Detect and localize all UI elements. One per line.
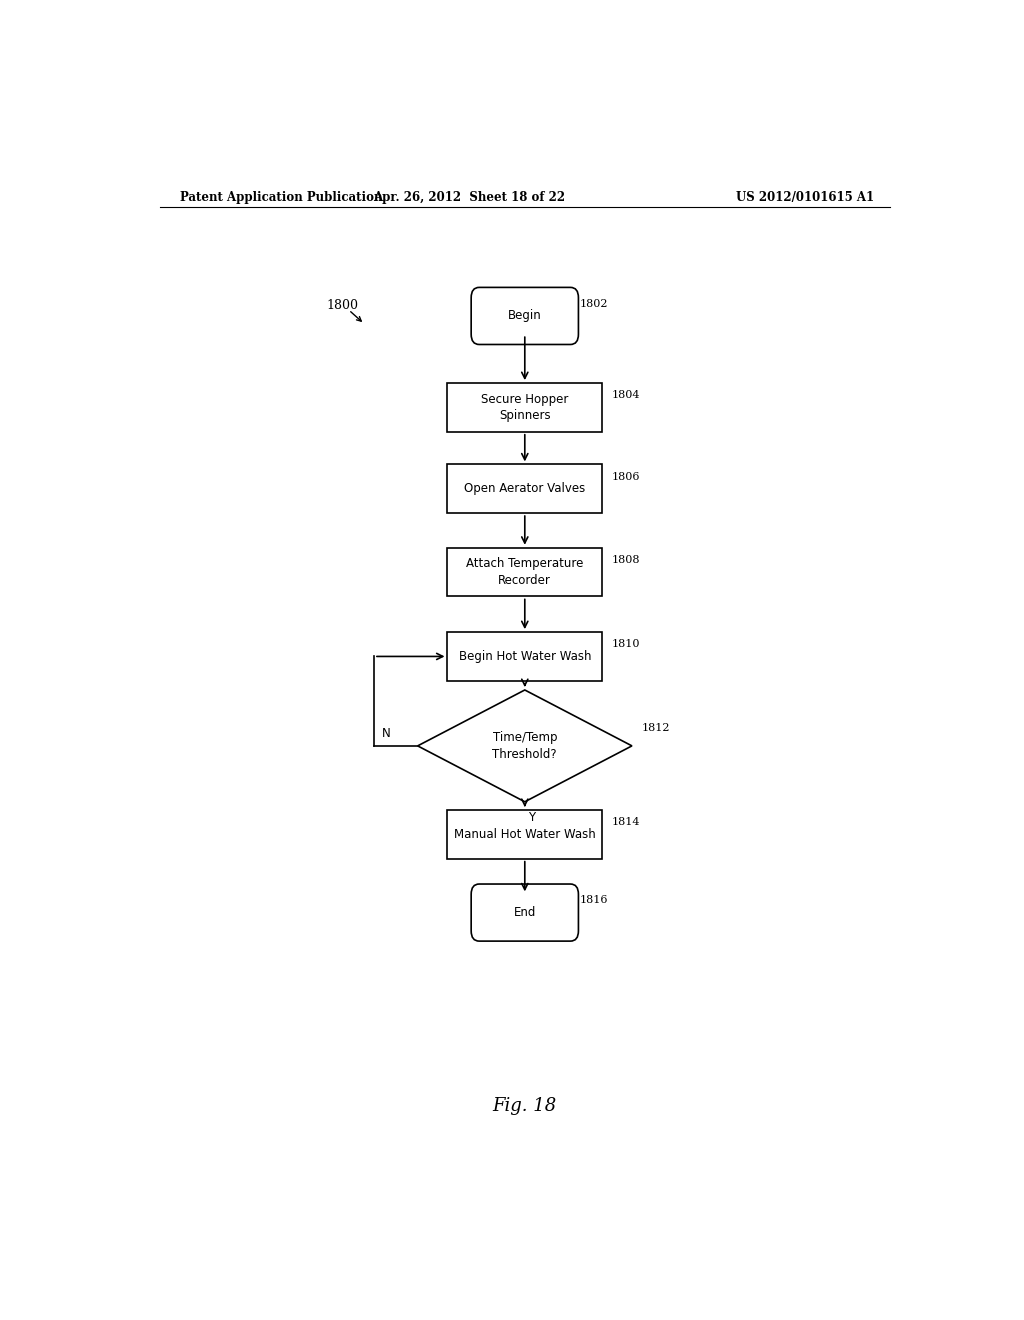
Text: Patent Application Publication: Patent Application Publication <box>179 190 382 203</box>
Text: Apr. 26, 2012  Sheet 18 of 22: Apr. 26, 2012 Sheet 18 of 22 <box>373 190 565 203</box>
Text: Begin: Begin <box>508 309 542 322</box>
Text: Begin Hot Water Wash: Begin Hot Water Wash <box>459 649 591 663</box>
Text: 1814: 1814 <box>611 817 640 828</box>
Text: 1806: 1806 <box>611 471 640 482</box>
Text: Time/Temp
Threshold?: Time/Temp Threshold? <box>493 731 557 760</box>
FancyBboxPatch shape <box>471 288 579 345</box>
Bar <box>447 548 602 597</box>
Text: N: N <box>382 727 390 741</box>
Text: Open Aerator Valves: Open Aerator Valves <box>464 482 586 495</box>
Text: End: End <box>514 906 536 919</box>
Text: Secure Hopper
Spinners: Secure Hopper Spinners <box>481 392 568 422</box>
Text: Attach Temperature
Recorder: Attach Temperature Recorder <box>466 557 584 587</box>
Bar <box>447 632 602 681</box>
Text: 1808: 1808 <box>611 554 640 565</box>
Text: 1816: 1816 <box>580 895 608 906</box>
Text: 1800: 1800 <box>327 300 358 313</box>
Text: Y: Y <box>527 810 535 824</box>
Text: 1812: 1812 <box>641 722 670 733</box>
Text: US 2012/0101615 A1: US 2012/0101615 A1 <box>736 190 873 203</box>
Bar <box>447 465 602 513</box>
Text: Manual Hot Water Wash: Manual Hot Water Wash <box>454 828 596 841</box>
Bar <box>447 383 602 432</box>
Text: 1810: 1810 <box>611 639 640 649</box>
Text: 1804: 1804 <box>611 391 640 400</box>
Text: 1802: 1802 <box>580 298 608 309</box>
Text: Fig. 18: Fig. 18 <box>493 1097 557 1114</box>
FancyBboxPatch shape <box>471 884 579 941</box>
Bar <box>447 810 602 859</box>
Polygon shape <box>418 690 632 801</box>
